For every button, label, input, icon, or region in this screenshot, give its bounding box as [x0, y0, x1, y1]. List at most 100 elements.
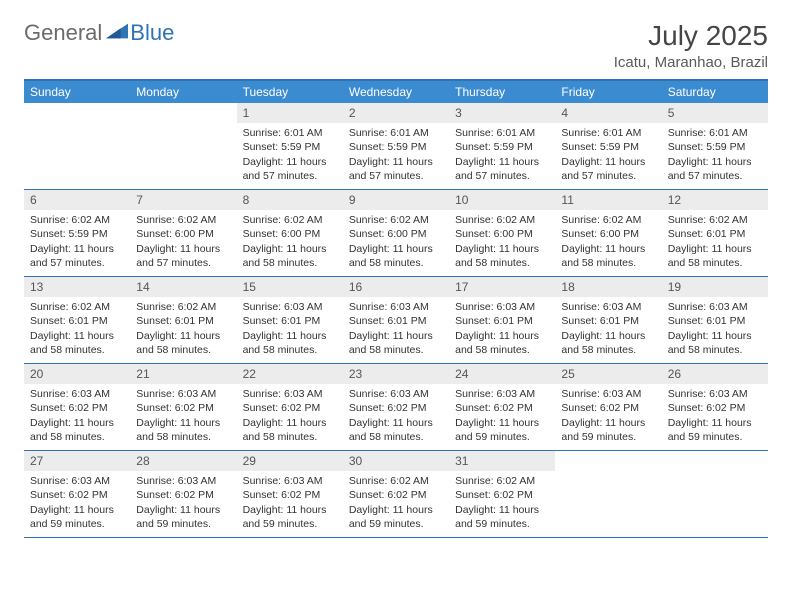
day-cell: 27Sunrise: 6:03 AMSunset: 6:02 PMDayligh…: [24, 451, 130, 537]
daylight-text: Daylight: 11 hours and 58 minutes.: [668, 329, 762, 357]
sunrise-text: Sunrise: 6:03 AM: [243, 474, 337, 488]
weekday-header: Sunday: [24, 81, 130, 103]
day-cell: 31Sunrise: 6:02 AMSunset: 6:02 PMDayligh…: [449, 451, 555, 537]
day-body: Sunrise: 6:03 AMSunset: 6:01 PMDaylight:…: [662, 297, 768, 361]
sunrise-text: Sunrise: 6:02 AM: [561, 213, 655, 227]
day-body: Sunrise: 6:01 AMSunset: 5:59 PMDaylight:…: [449, 123, 555, 187]
daylight-text: Daylight: 11 hours and 57 minutes.: [243, 155, 337, 183]
weekday-header: Wednesday: [343, 81, 449, 103]
day-body: Sunrise: 6:02 AMSunset: 5:59 PMDaylight:…: [24, 210, 130, 274]
sunset-text: Sunset: 6:02 PM: [455, 488, 549, 502]
sunrise-text: Sunrise: 6:03 AM: [136, 387, 230, 401]
day-number: 7: [130, 190, 236, 210]
sunrise-text: Sunrise: 6:03 AM: [668, 387, 762, 401]
sunrise-text: Sunrise: 6:02 AM: [668, 213, 762, 227]
sunrise-text: Sunrise: 6:02 AM: [243, 213, 337, 227]
sunset-text: Sunset: 5:59 PM: [30, 227, 124, 241]
sunrise-text: Sunrise: 6:02 AM: [136, 213, 230, 227]
day-cell: 15Sunrise: 6:03 AMSunset: 6:01 PMDayligh…: [237, 277, 343, 363]
daylight-text: Daylight: 11 hours and 57 minutes.: [349, 155, 443, 183]
day-number: 4: [555, 103, 661, 123]
calendar-body: 1Sunrise: 6:01 AMSunset: 5:59 PMDaylight…: [24, 103, 768, 538]
day-number: 10: [449, 190, 555, 210]
daylight-text: Daylight: 11 hours and 58 minutes.: [561, 329, 655, 357]
sunset-text: Sunset: 5:59 PM: [561, 140, 655, 154]
day-cell: 3Sunrise: 6:01 AMSunset: 5:59 PMDaylight…: [449, 103, 555, 189]
day-cell: [555, 451, 661, 537]
day-cell: 8Sunrise: 6:02 AMSunset: 6:00 PMDaylight…: [237, 190, 343, 276]
daylight-text: Daylight: 11 hours and 58 minutes.: [349, 329, 443, 357]
week-row: 13Sunrise: 6:02 AMSunset: 6:01 PMDayligh…: [24, 277, 768, 364]
daylight-text: Daylight: 11 hours and 58 minutes.: [243, 416, 337, 444]
logo-text-blue: Blue: [130, 20, 174, 46]
daylight-text: Daylight: 11 hours and 59 minutes.: [136, 503, 230, 531]
day-cell: 30Sunrise: 6:02 AMSunset: 6:02 PMDayligh…: [343, 451, 449, 537]
day-body: Sunrise: 6:03 AMSunset: 6:02 PMDaylight:…: [130, 471, 236, 535]
sunrise-text: Sunrise: 6:02 AM: [30, 300, 124, 314]
month-title: July 2025: [614, 20, 768, 52]
day-body: Sunrise: 6:02 AMSunset: 6:00 PMDaylight:…: [449, 210, 555, 274]
sunset-text: Sunset: 5:59 PM: [455, 140, 549, 154]
sunset-text: Sunset: 5:59 PM: [349, 140, 443, 154]
sunrise-text: Sunrise: 6:03 AM: [136, 474, 230, 488]
day-body: Sunrise: 6:03 AMSunset: 6:01 PMDaylight:…: [237, 297, 343, 361]
day-cell: 7Sunrise: 6:02 AMSunset: 6:00 PMDaylight…: [130, 190, 236, 276]
day-number: 23: [343, 364, 449, 384]
sunrise-text: Sunrise: 6:03 AM: [668, 300, 762, 314]
day-body: Sunrise: 6:03 AMSunset: 6:01 PMDaylight:…: [343, 297, 449, 361]
header: General Blue July 2025 Icatu, Maranhao, …: [24, 20, 768, 71]
day-body: Sunrise: 6:02 AMSunset: 6:02 PMDaylight:…: [449, 471, 555, 535]
logo-text-general: General: [24, 20, 102, 46]
sunrise-text: Sunrise: 6:03 AM: [561, 387, 655, 401]
day-cell: 2 Sunrise: 6:01 AMSunset: 5:59 PMDaylight…: [343, 103, 449, 189]
day-body: Sunrise: 6:03 AMSunset: 6:01 PMDaylight:…: [555, 297, 661, 361]
sunrise-text: Sunrise: 6:01 AM: [243, 126, 337, 140]
sunset-text: Sunset: 6:01 PM: [561, 314, 655, 328]
sunset-text: Sunset: 6:02 PM: [561, 401, 655, 415]
sunset-text: Sunset: 6:01 PM: [243, 314, 337, 328]
sunrise-text: Sunrise: 6:02 AM: [349, 474, 443, 488]
daylight-text: Daylight: 11 hours and 59 minutes.: [455, 416, 549, 444]
sunset-text: Sunset: 6:02 PM: [243, 401, 337, 415]
sunrise-text: Sunrise: 6:03 AM: [349, 387, 443, 401]
sunset-text: Sunset: 6:02 PM: [455, 401, 549, 415]
day-body: Sunrise: 6:02 AMSunset: 6:00 PMDaylight:…: [555, 210, 661, 274]
daylight-text: Daylight: 11 hours and 58 minutes.: [455, 329, 549, 357]
weekday-header-row: SundayMondayTuesdayWednesdayThursdayFrid…: [24, 81, 768, 103]
sunset-text: Sunset: 6:02 PM: [243, 488, 337, 502]
day-body: Sunrise: 6:01 AMSunset: 5:59 PMDaylight:…: [237, 123, 343, 187]
sunset-text: Sunset: 6:01 PM: [455, 314, 549, 328]
week-row: 27Sunrise: 6:03 AMSunset: 6:02 PMDayligh…: [24, 451, 768, 538]
day-cell: 1Sunrise: 6:01 AMSunset: 5:59 PMDaylight…: [237, 103, 343, 189]
day-number: 30: [343, 451, 449, 471]
day-number: 12: [662, 190, 768, 210]
daylight-text: Daylight: 11 hours and 57 minutes.: [455, 155, 549, 183]
day-cell: 24Sunrise: 6:03 AMSunset: 6:02 PMDayligh…: [449, 364, 555, 450]
day-number: 2: [343, 103, 449, 123]
day-body: Sunrise: 6:02 AMSunset: 6:01 PMDaylight:…: [24, 297, 130, 361]
daylight-text: Daylight: 11 hours and 58 minutes.: [668, 242, 762, 270]
day-number: 16: [343, 277, 449, 297]
location-text: Icatu, Maranhao, Brazil: [614, 54, 768, 71]
sunrise-text: Sunrise: 6:01 AM: [349, 126, 443, 140]
sunset-text: Sunset: 6:00 PM: [243, 227, 337, 241]
sunset-text: Sunset: 6:01 PM: [349, 314, 443, 328]
sunset-text: Sunset: 6:01 PM: [136, 314, 230, 328]
sunset-text: Sunset: 6:01 PM: [30, 314, 124, 328]
week-row: 6Sunrise: 6:02 AMSunset: 5:59 PMDaylight…: [24, 190, 768, 277]
day-number: 6: [24, 190, 130, 210]
sunset-text: Sunset: 6:01 PM: [668, 314, 762, 328]
day-number: 14: [130, 277, 236, 297]
day-cell: 5Sunrise: 6:01 AMSunset: 5:59 PMDaylight…: [662, 103, 768, 189]
day-cell: 11Sunrise: 6:02 AMSunset: 6:00 PMDayligh…: [555, 190, 661, 276]
day-body: Sunrise: 6:03 AMSunset: 6:02 PMDaylight:…: [237, 384, 343, 448]
calendar: SundayMondayTuesdayWednesdayThursdayFrid…: [24, 79, 768, 538]
sunrise-text: Sunrise: 6:01 AM: [561, 126, 655, 140]
sunset-text: Sunset: 6:02 PM: [136, 488, 230, 502]
day-body: Sunrise: 6:03 AMSunset: 6:02 PMDaylight:…: [24, 384, 130, 448]
sunrise-text: Sunrise: 6:03 AM: [455, 387, 549, 401]
day-body: Sunrise: 6:02 AMSunset: 6:00 PMDaylight:…: [237, 210, 343, 274]
day-number: 15: [237, 277, 343, 297]
sunrise-text: Sunrise: 6:02 AM: [455, 213, 549, 227]
day-cell: 26Sunrise: 6:03 AMSunset: 6:02 PMDayligh…: [662, 364, 768, 450]
